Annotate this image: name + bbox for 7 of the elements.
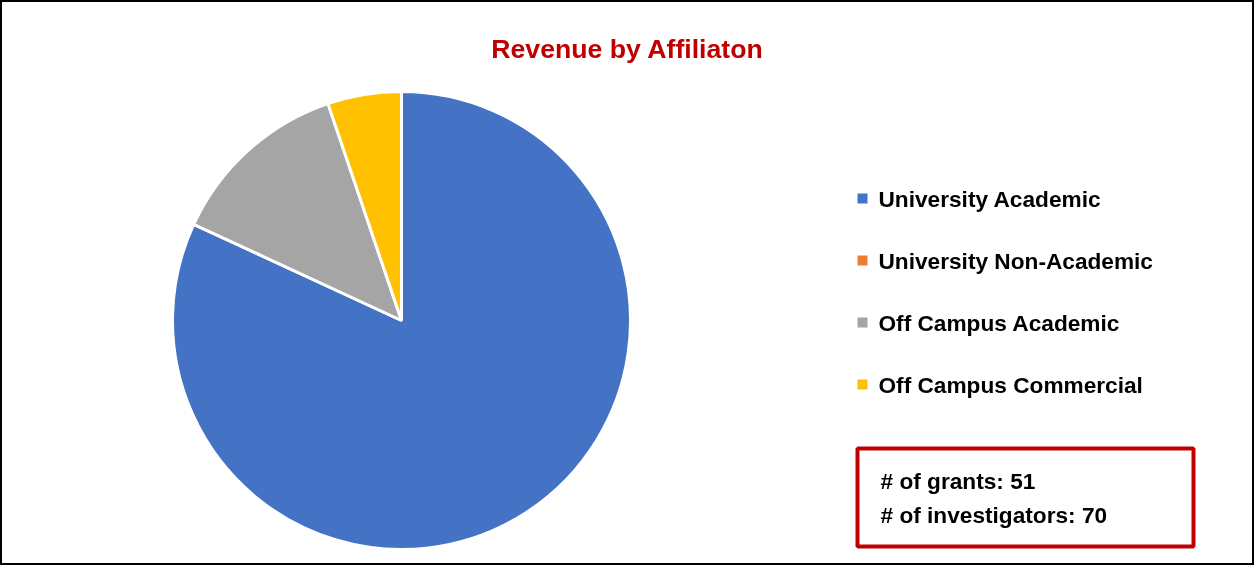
legend-label: Off Campus Academic: [878, 309, 1120, 336]
chart-title: Revenue by Affiliaton: [491, 33, 763, 64]
legend-label: University Academic: [878, 185, 1101, 212]
legend-label: University Non-Academic: [878, 247, 1153, 274]
text: # of grants: 51: [880, 467, 1036, 494]
text: # of investigators: 70: [880, 501, 1108, 528]
legend-label: Off Campus Commercial: [878, 371, 1143, 398]
